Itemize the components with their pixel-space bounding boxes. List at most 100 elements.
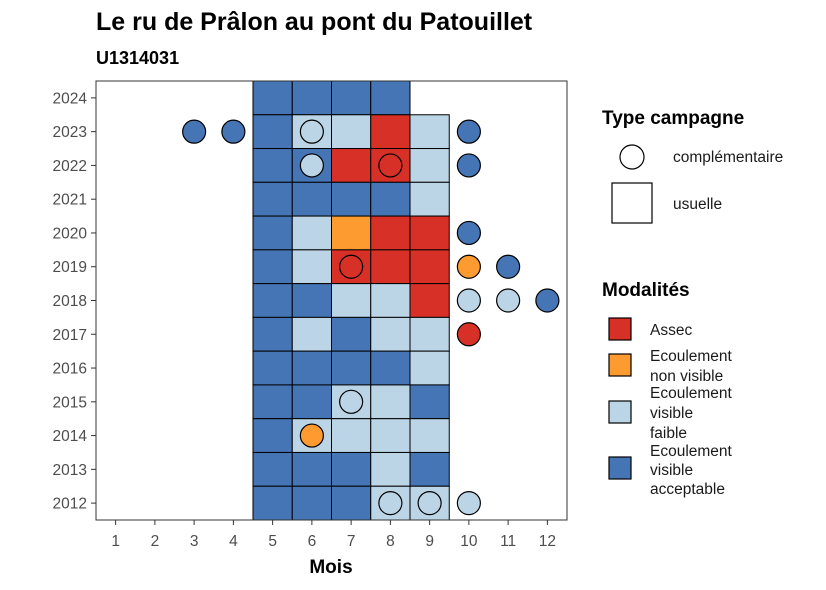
x-tick-label: 6 xyxy=(308,533,317,550)
legend-label-modalite: Ecoulement xyxy=(650,443,733,460)
tile-usuelle xyxy=(252,114,293,150)
x-axis-title: Mois xyxy=(309,557,352,578)
legend-title-type: Type campagne xyxy=(602,108,744,129)
tile-usuelle xyxy=(370,80,411,116)
y-tick-label: 2020 xyxy=(53,225,88,242)
legend-label-usuelle: usuelle xyxy=(673,196,722,213)
point-complementaire xyxy=(496,288,521,313)
tile-usuelle xyxy=(409,418,450,453)
tile-usuelle xyxy=(370,384,411,420)
tile-usuelle xyxy=(252,249,293,285)
x-tick-label: 4 xyxy=(229,533,238,550)
tile-usuelle xyxy=(291,384,332,420)
x-tick-label: 5 xyxy=(268,533,277,550)
point-complementaire xyxy=(456,153,481,178)
x-tick-label: 3 xyxy=(190,533,199,550)
plot-area: 2012 2013 2014 2015 2016 2017 2018 2019 2020 2021… xyxy=(53,80,568,550)
tile-usuelle xyxy=(331,418,372,453)
y-tick-label: 2022 xyxy=(53,158,87,175)
legend-title-modalites: Modalités xyxy=(602,280,690,301)
tile-usuelle xyxy=(291,350,332,386)
tile-usuelle xyxy=(409,384,450,420)
tile-usuelle xyxy=(409,249,450,285)
y-tick-label: 2014 xyxy=(53,428,88,445)
tile-usuelle xyxy=(331,80,372,116)
y-tick-label: 2019 xyxy=(53,259,87,276)
point-complementaire xyxy=(182,119,207,144)
legend-key-modalite xyxy=(608,400,632,424)
chart-subtitle: U1314031 xyxy=(96,48,179,68)
x-tick-label: 9 xyxy=(425,533,434,550)
x-tick-label: 7 xyxy=(347,533,356,550)
x-tick-label: 1 xyxy=(111,533,120,550)
y-tick-label: 2016 xyxy=(53,361,87,378)
tile-usuelle xyxy=(291,451,332,487)
tile-usuelle xyxy=(331,148,372,183)
legend-key-modalite xyxy=(608,317,632,341)
tile-usuelle xyxy=(370,283,411,318)
tile-usuelle xyxy=(331,181,372,217)
tile-usuelle xyxy=(291,80,332,116)
y-tick-label: 2017 xyxy=(53,327,87,344)
tile-usuelle xyxy=(409,215,450,251)
tile-usuelle xyxy=(409,114,450,150)
tile-usuelle xyxy=(409,283,450,318)
tile-usuelle xyxy=(252,485,293,521)
legend-key-modalite xyxy=(608,456,632,480)
tile-usuelle xyxy=(291,485,332,521)
point-complementaire xyxy=(417,491,442,516)
chart-title: Le ru de Prâlon au pont du Patouillet xyxy=(96,8,533,36)
tile-usuelle xyxy=(291,316,332,352)
tile-usuelle xyxy=(409,316,450,352)
point-complementaire xyxy=(299,423,324,448)
tile-usuelle xyxy=(252,148,293,183)
point-complementaire xyxy=(339,389,364,414)
x-tick-label: 8 xyxy=(386,533,395,550)
tile-usuelle xyxy=(252,384,293,420)
x-tick-label: 11 xyxy=(500,533,516,550)
tile-usuelle xyxy=(409,148,450,183)
tile-usuelle xyxy=(291,181,332,217)
tile-usuelle xyxy=(252,418,293,453)
y-tick-label: 2021 xyxy=(53,192,87,209)
x-tick-label: 12 xyxy=(539,533,556,550)
tile-usuelle xyxy=(252,316,293,352)
y-tick-label: 2013 xyxy=(53,462,87,479)
tile-usuelle xyxy=(291,215,332,251)
legend-key-usuelle xyxy=(611,182,653,224)
tile-usuelle xyxy=(331,350,372,386)
point-complementaire xyxy=(456,288,481,313)
tile-usuelle xyxy=(331,316,372,352)
point-complementaire xyxy=(456,220,481,246)
y-tick-label: 2024 xyxy=(53,90,88,107)
point-complementaire xyxy=(378,153,403,178)
tile-usuelle xyxy=(252,350,293,386)
point-complementaire xyxy=(496,254,521,279)
tile-usuelle xyxy=(291,249,332,285)
legend-label-modalite: visible xyxy=(650,405,693,422)
point-complementaire xyxy=(456,254,481,279)
tile-usuelle xyxy=(331,283,372,318)
legend-label-modalite: Ecoulement xyxy=(650,385,733,402)
tile-usuelle xyxy=(252,181,293,217)
tile-usuelle xyxy=(409,451,450,487)
point-complementaire xyxy=(339,254,364,279)
tile-usuelle xyxy=(370,181,411,217)
tile-usuelle xyxy=(370,215,411,251)
tile-usuelle xyxy=(409,350,450,386)
legend-label-modalite: Ecoulement xyxy=(650,348,733,365)
legend-label-modalite: Assec xyxy=(650,322,692,339)
x-tick-label: 10 xyxy=(460,533,478,550)
tile-usuelle xyxy=(331,451,372,487)
legend-key-modalite xyxy=(608,353,632,377)
legend-label-modalite: visible xyxy=(650,462,693,479)
point-complementaire xyxy=(456,491,481,516)
tile-usuelle xyxy=(370,350,411,386)
legend-label-complementaire: complémentaire xyxy=(673,149,783,166)
point-complementaire xyxy=(456,119,481,144)
legend-label-modalite: non visible xyxy=(650,368,723,385)
tile-usuelle xyxy=(252,80,293,116)
tile-usuelle xyxy=(331,114,372,150)
tile-usuelle xyxy=(370,249,411,285)
